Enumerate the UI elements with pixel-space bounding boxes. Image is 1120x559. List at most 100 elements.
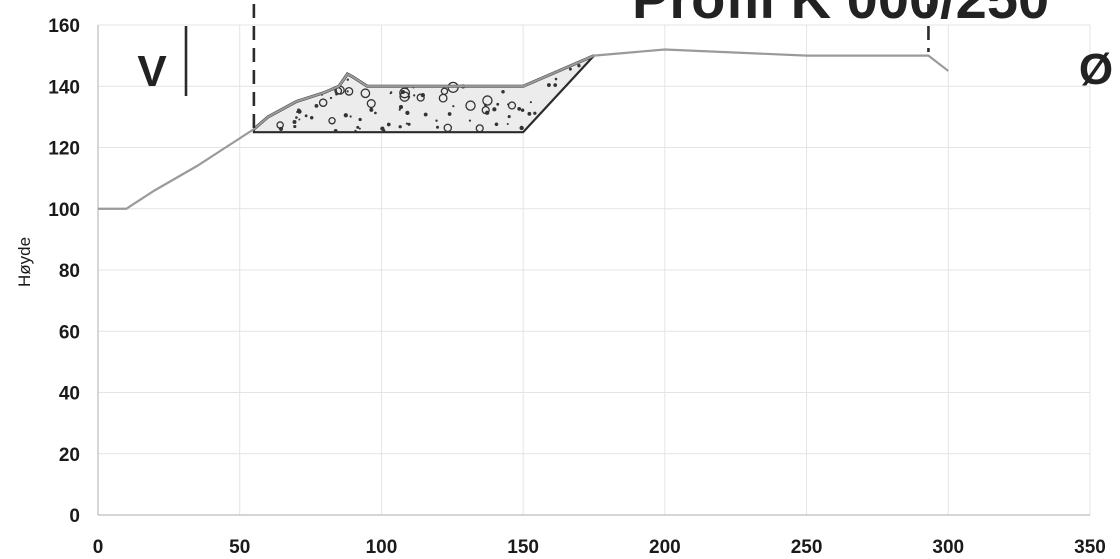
deposit-grain [358,127,361,130]
deposit-grain [358,117,362,122]
grid [98,24,1091,515]
deposit-grain [292,120,297,124]
deposit-stone [481,106,490,115]
deposit-stone [276,121,284,129]
deposit-stone [344,87,354,96]
deposit-grain [356,125,360,129]
deposit-stone [328,116,336,125]
deposit-grain [447,112,452,116]
deposit-grain [398,125,402,129]
deposit-grain [297,108,301,113]
axes [97,25,1090,516]
deposit-grain [333,128,338,133]
deposit-grain [501,89,505,94]
deposit-grain [349,115,352,118]
deposit-grain [346,90,349,93]
deposit-grain [304,114,308,118]
deposit-stone [465,100,476,111]
y-tick-label: 140 [48,77,80,98]
y-tick-label: 20 [59,445,80,466]
deposit-grain [386,122,391,127]
deposit-grain [553,83,558,87]
y-tick-label: 80 [59,261,80,282]
deposit-stone [438,93,448,103]
y-tick-label: 40 [59,384,80,405]
deposit-grain [423,112,428,117]
x-tick-label: 300 [932,537,964,558]
deposit-stone [366,99,376,109]
deposit-grain [527,111,532,116]
deposit-grain [398,104,404,110]
deposit-stone [399,87,411,99]
deposit-grain [436,125,440,129]
deposit-grain [554,77,558,81]
deposit [252,54,595,134]
deposit-grain [407,122,411,126]
y-tick-label: 60 [59,322,80,343]
deposit-stone [399,91,410,102]
chart-title: Profil K 000/250 [632,0,1049,30]
x-tick-label: 100 [366,537,398,558]
deposit-grain [577,64,581,68]
deposit-grain [398,108,401,111]
deposit-grain [520,108,525,112]
deposit-grain [546,83,551,87]
deposit-grain [507,115,511,119]
deposit-grain [354,129,357,133]
deposit-grain [405,110,410,115]
x-tick-label: 350 [1074,537,1106,558]
deposit-grain [519,125,524,131]
y-axis-label: Høyde [15,237,34,287]
deposit-grain [405,122,409,125]
y-tick-label: 100 [48,200,80,221]
deposit-grain [452,105,455,108]
deposit-stone [416,93,425,102]
deposit-grain [314,103,319,108]
section-markers [184,4,930,133]
deposit-grain [533,111,537,115]
x-tick-label: 200 [649,537,681,558]
deposit-grain [496,102,500,106]
deposit-stone [507,101,517,110]
x-tick-label: 150 [507,537,539,558]
deposit-grain [492,107,496,111]
deposit-grain [298,118,301,121]
deposit-grain [413,94,416,97]
deposit-grain [295,116,298,119]
deposit-stone [360,88,371,99]
deposit-stone [318,98,328,107]
deposit-grain [507,103,510,106]
deposit-grain [468,119,472,122]
deposit-grain [517,107,522,111]
y-tick-label: 160 [48,16,80,37]
x-tick-label: 250 [791,537,823,558]
deposit-grain [374,111,377,115]
deposit-stone [475,124,484,133]
y-tick-label: 120 [48,139,80,160]
deposit-grain [329,96,333,100]
deposit-grain [293,124,297,129]
deposit-grain [506,122,509,126]
terrain-profile-line [98,48,949,210]
deposit-stone [443,123,453,133]
deposit-grain [369,107,374,112]
east-label: Ø [1079,45,1113,94]
deposit-grain [343,113,348,118]
deposit-grain [310,116,314,120]
y-tick-labels: 0 20 40 60 80 100 120 140 160 [48,16,80,527]
y-tick-label: 0 [69,506,80,527]
west-label: V [137,47,167,96]
deposit-grain [380,126,385,131]
x-tick-labels: 0 50 100 150 200 250 300 350 [93,537,1106,558]
deposit-stone [482,95,493,106]
deposit-grain [494,122,499,127]
deposit-grain [568,67,572,71]
x-tick-label: 0 [93,537,104,558]
deposit-grain [529,101,532,104]
deposit-grain [389,91,393,94]
deposit-grain [346,78,349,81]
x-tick-label: 50 [229,537,250,558]
deposit-grain [435,119,438,122]
series [98,48,949,210]
